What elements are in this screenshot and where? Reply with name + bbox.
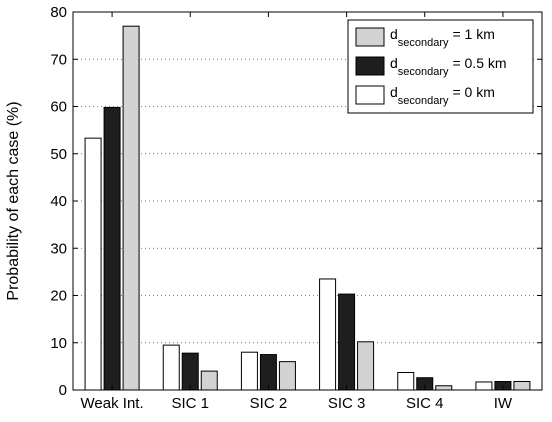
x-tick-label: SIC 1 xyxy=(171,395,209,412)
y-tick-label: 60 xyxy=(50,99,67,116)
x-tick-label: Weak Int. xyxy=(81,395,144,412)
bar xyxy=(397,372,415,391)
x-tick-label: IW xyxy=(494,395,513,412)
bar xyxy=(240,351,258,391)
bars xyxy=(84,25,531,391)
x-tick-label: SIC 2 xyxy=(250,395,288,412)
bar xyxy=(278,361,296,391)
y-tick-label: 30 xyxy=(50,240,67,257)
bar xyxy=(357,341,375,391)
x-tick-label: SIC 3 xyxy=(328,395,366,412)
y-tick-label: 0 xyxy=(59,382,67,399)
legend: dsecondary = 1 km dsecondary = 0.5 km dsec… xyxy=(347,19,534,114)
bar xyxy=(103,106,121,391)
bar xyxy=(338,293,356,391)
y-tick-label: 20 xyxy=(50,288,67,305)
bar xyxy=(122,25,140,391)
legend-label: dsecondary = 0 km xyxy=(390,84,495,107)
y-tick-label: 10 xyxy=(50,335,67,352)
bar xyxy=(162,344,180,391)
bar xyxy=(513,380,531,391)
legend-label: dsecondary = 0.5 km xyxy=(390,55,507,78)
legend-swatch xyxy=(355,27,385,47)
bar xyxy=(475,381,493,391)
legend-swatch xyxy=(355,56,385,76)
y-tick-label: 50 xyxy=(50,146,67,163)
y-tick-label: 40 xyxy=(50,193,67,210)
bar xyxy=(435,385,453,391)
y-tick-label: 70 xyxy=(50,51,67,68)
bar xyxy=(259,354,277,391)
bar xyxy=(84,137,102,391)
bar xyxy=(181,352,199,391)
x-tick-label: SIC 4 xyxy=(406,395,444,412)
bar xyxy=(200,370,218,391)
legend-label: dsecondary = 1 km xyxy=(390,26,495,49)
y-axis-label: Probability of each case (%) xyxy=(5,101,22,300)
y-tick-label: 80 xyxy=(50,4,67,21)
bar xyxy=(319,278,337,391)
legend-swatch xyxy=(355,85,385,105)
ticks: 0 10 20 30 40 50 60 70 80 Weak Int. SIC 1 SIC 2 SIC … xyxy=(50,4,542,412)
